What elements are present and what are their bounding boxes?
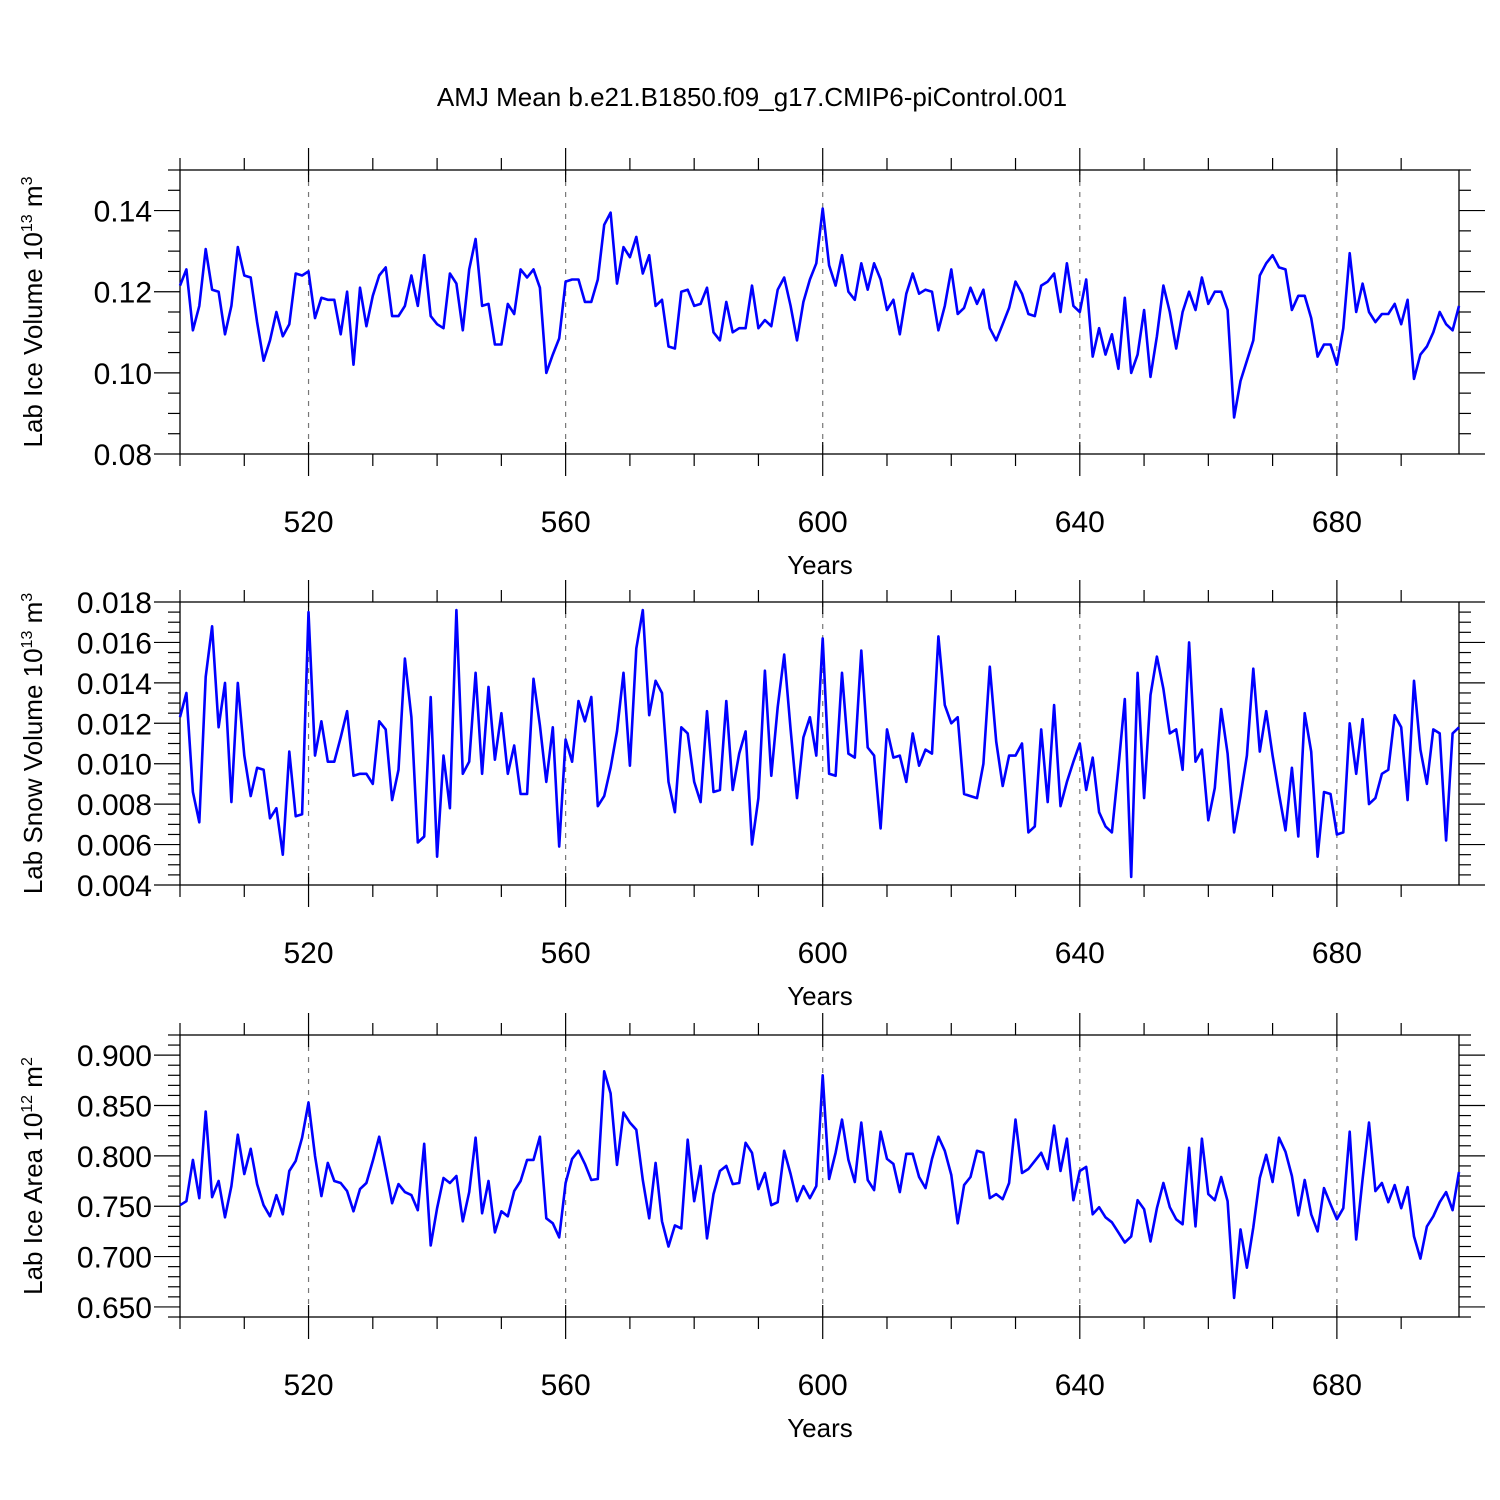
series-line: [178, 608, 1460, 879]
y-tick-label: 0.850: [77, 1091, 152, 1124]
y-tick-label: 0.010: [77, 749, 152, 782]
y-tick-label: 0.08: [94, 439, 152, 472]
y-axis-label-unit-exponent: 3: [19, 176, 36, 185]
y-axis-label-unit-exponent: 2: [19, 1057, 36, 1066]
y-axis-label-unit: m: [18, 1066, 48, 1095]
y-tick-label: 0.014: [77, 668, 152, 701]
y-tick-label: 0.700: [77, 1242, 152, 1275]
y-axis-label-unit: m: [18, 602, 48, 631]
y-tick-label: 0.800: [77, 1141, 152, 1174]
y-tick-label: 0.008: [77, 789, 152, 822]
x-tick-label: 520: [284, 506, 334, 539]
x-tick-label: 640: [1055, 937, 1105, 970]
x-axis-label: Years: [787, 1413, 853, 1443]
y-tick-label: 0.018: [77, 587, 152, 620]
x-axis-label: Years: [787, 550, 853, 580]
figure-title: AMJ Mean b.e21.B1850.f09_g17.CMIP6-piCon…: [437, 82, 1067, 112]
y-tick-label: 0.016: [77, 627, 152, 660]
x-tick-label: 560: [541, 506, 591, 539]
y-tick-label: 0.12: [94, 277, 152, 310]
y-axis-label-main: Lab Ice Area 10: [18, 1113, 48, 1295]
y-tick-label: 0.14: [94, 196, 152, 229]
y-axis-label-exponent: 12: [19, 1095, 36, 1113]
y-axis-label: Lab Ice Area 1012 m2: [18, 1057, 48, 1295]
y-axis-label-main: Lab Ice Volume 10: [18, 232, 48, 447]
y-tick-label: 0.004: [77, 870, 152, 903]
panel-3: 520 560 600 640 680 0.650 0.700 0.750 0.800 0.850…: [18, 1013, 1485, 1443]
panels-container: 520 560 600 640 680 0.08 0.10 0.12 0.14 Years Lab …: [18, 148, 1485, 1443]
x-tick-label: 520: [284, 1369, 334, 1402]
y-tick-label: 0.10: [94, 358, 152, 391]
series-line: [178, 207, 1461, 419]
y-tick-label: 0.900: [77, 1040, 152, 1073]
x-tick-label: 600: [798, 937, 848, 970]
x-tick-label: 600: [798, 506, 848, 539]
x-tick-label: 560: [541, 937, 591, 970]
y-axis-label: Lab Snow Volume 1013 m3: [18, 593, 48, 894]
y-axis-label-main: Lab Snow Volume 10: [18, 648, 48, 894]
y-axis-label-exponent: 13: [19, 631, 36, 649]
y-tick-label: 0.012: [77, 708, 152, 741]
plot-frame: [179, 169, 1460, 455]
x-tick-label: 680: [1312, 506, 1362, 539]
y-tick-label: 0.650: [77, 1292, 152, 1325]
x-tick-label: 560: [541, 1369, 591, 1402]
y-axis-label-unit-exponent: 3: [19, 593, 36, 602]
x-tick-label: 680: [1312, 937, 1362, 970]
x-tick-label: 640: [1055, 1369, 1105, 1402]
plot-frame: [179, 1034, 1460, 1318]
x-axis-label: Years: [787, 981, 853, 1011]
x-tick-label: 520: [284, 937, 334, 970]
y-tick-label: 0.750: [77, 1191, 152, 1224]
y-axis-label-unit: m: [18, 185, 48, 214]
panel-2: 520 560 600 640 680 0.004 0.006 0.008 0.010 0.012…: [18, 580, 1485, 1011]
plot-frame: [179, 601, 1460, 886]
y-axis-label-exponent: 13: [19, 214, 36, 232]
series-line: [179, 1070, 1461, 1300]
y-axis-label: Lab Ice Volume 1013 m3: [18, 176, 48, 447]
y-tick-label: 0.006: [77, 830, 152, 863]
x-tick-label: 600: [798, 1369, 848, 1402]
x-tick-label: 640: [1055, 506, 1105, 539]
panel-1: 520 560 600 640 680 0.08 0.10 0.12 0.14 Years Lab …: [18, 148, 1485, 580]
x-tick-label: 680: [1312, 1369, 1362, 1402]
